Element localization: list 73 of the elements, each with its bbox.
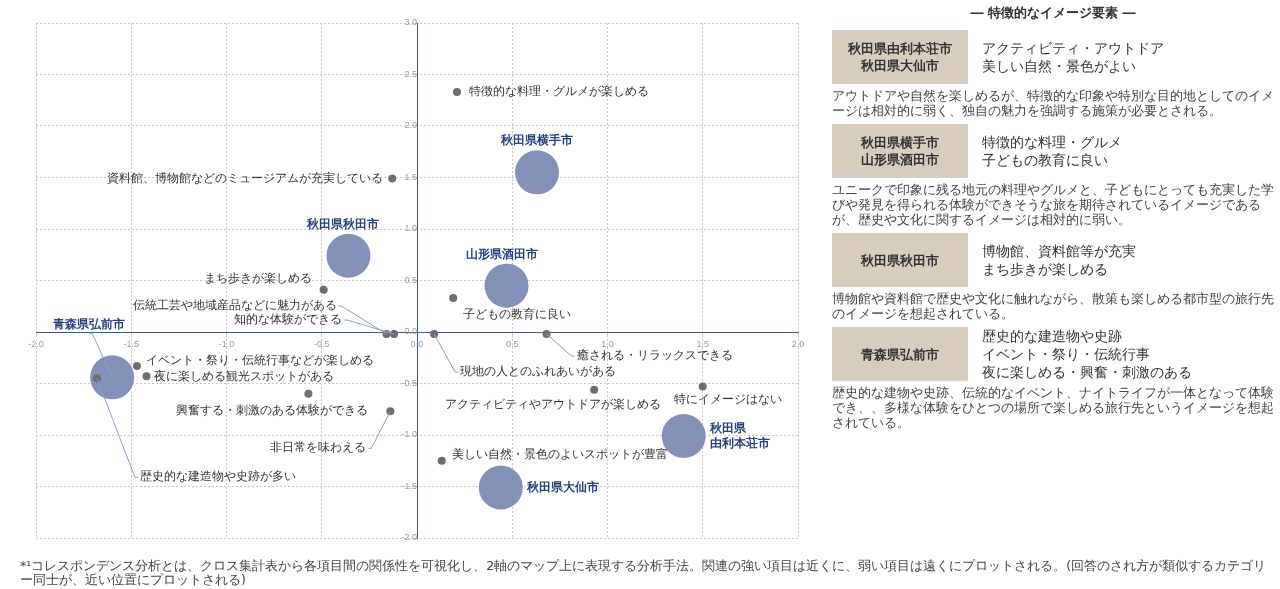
y-tick-label: 1.0: [404, 223, 417, 234]
text: 特徴的な料理・グルメ: [982, 133, 1122, 151]
text: ユニークで印象に残る地元の料理やグルメと、子どもにとっても充実した学びや発見を得られる体験ができそうな旅を期待されているイメージであるが、歴史や文化に関するイメージは相対的に弱い。: [832, 182, 1274, 227]
x-tick-label: -1.0: [218, 338, 235, 349]
text: 山形県酒田市: [860, 151, 940, 168]
text: 博物館、資料館等が充実: [982, 242, 1136, 260]
point: [430, 330, 439, 339]
text: 子どもの教育に良い: [982, 151, 1109, 169]
text: アクティビティ・アウトドア: [982, 39, 1164, 57]
annotation: 歴史的な建造物や史跡が多い: [139, 469, 296, 484]
annotation: 非日常を味わえる: [270, 440, 367, 455]
x-tick-label: -2.0: [28, 338, 44, 349]
text: まち歩きが楽しめる: [982, 260, 1109, 278]
point: [590, 385, 599, 394]
annotation: 秋田県秋田市: [306, 216, 380, 231]
text: 青森県弘前市: [860, 345, 940, 363]
annotation: 秋田県大仙市: [525, 479, 599, 494]
annotation: 秋田県横手市: [500, 133, 574, 148]
annotation: 子どもの教育に良い: [463, 307, 572, 322]
text: 秋田県横手市: [860, 134, 940, 151]
y-tick-label: -2.0: [401, 532, 417, 543]
x-tick-label: -1.5: [123, 338, 140, 349]
y-tick-label: 3.0: [404, 17, 417, 28]
point: [698, 382, 707, 391]
y-tick-label: 1.5: [404, 171, 417, 182]
annotation: 資料館、博物館などのミュージアムが充実している: [107, 170, 384, 185]
text: 秋田県大仙市: [860, 57, 940, 74]
text: 秋田県由利本荘市: [847, 40, 953, 57]
x-tick-label: 2.0: [791, 338, 805, 349]
annotation: アクティビティやアウトドアが楽しめる: [445, 396, 662, 411]
point: [437, 456, 446, 465]
text: ― 特徴的なイメージ要素 ―: [969, 4, 1137, 22]
text: 博物館や資料館で歴史や文化に触れながら、散策も楽しめる都市型の旅行先のイメージを想起されている。: [832, 291, 1274, 321]
point: [449, 294, 458, 303]
point: [132, 361, 141, 370]
point: [453, 88, 462, 97]
annotation: 夜に楽しめる観光スポットがある: [154, 369, 335, 384]
annotation: 青森県弘前市: [52, 317, 126, 332]
point: [92, 374, 101, 383]
point: [319, 285, 328, 294]
annotation: 特にイメージはない: [673, 391, 782, 406]
y-tick-label: -1.0: [401, 429, 417, 440]
annotation: イベント・祭り・伝統行事などが楽しめる: [145, 353, 374, 368]
annotation: 特徴的な料理・グルメが楽しめる: [469, 84, 650, 99]
text: 秋田県秋田市: [860, 251, 940, 269]
annotation: 美しい自然・景色のよいスポットが豊富: [451, 446, 668, 461]
text: 美しい自然・景色がよい: [982, 57, 1137, 75]
x-tick-label: 0.5: [505, 338, 519, 349]
annotation: 知的な体験ができる: [234, 312, 343, 327]
annotation: 秋田県由利本荘市: [708, 420, 770, 450]
text: アウトドアや自然を楽しめるが、特徴的な印象や特別な目的地としてのイメージは相対的に弱く、独自の魅力を強調する施策が必要とされる。: [832, 88, 1274, 118]
x-tick-label: 1.0: [601, 338, 614, 349]
annotation: 山形県酒田市: [465, 246, 538, 261]
annotation: 伝統工芸や地域産品などに魅力がある: [132, 298, 337, 313]
text: イベント・祭り・伝統行事: [982, 345, 1151, 363]
y-tick-label: -0.5: [401, 377, 417, 388]
text: 歴史的な建造物や史跡: [982, 327, 1123, 345]
y-tick-label: -1.5: [401, 480, 417, 491]
text: *¹コレスポンデンス分析とは、クロス集計表から各項目間の関係性を可視化し、2軸のマップ上に表現する分析手法。関連の強い項目は近くに、弱い項目は遠くにプロットされる。(回答のされ方が類似するカテゴリー同士が、近い位置にプロットされる): [20, 558, 1268, 587]
annotation: 現地の人とのふれあいがある: [460, 364, 617, 379]
x-tick-label: 1.5: [696, 338, 710, 349]
annotation: 癒される・リラックスできる: [576, 348, 733, 363]
point: [388, 174, 397, 183]
point: [142, 372, 151, 381]
text: 夜に楽しめる・興奮・刺激のある: [982, 363, 1192, 381]
annotation: 興奮する・刺激のある体験ができる: [176, 402, 369, 417]
y-tick-label: 0.5: [404, 274, 417, 285]
y-tick-label: 2.5: [404, 68, 417, 79]
x-tick-label: -0.5: [313, 338, 330, 349]
annotation: まち歩きが楽しめる: [203, 270, 312, 285]
point: [304, 389, 313, 398]
text: 歴史的な建物や史跡、伝統的なイベント、ナイトライフが一体となって体験でき、、多様な体験をひとつの場所で楽しめる旅行先というイメージを想起されている。: [832, 385, 1274, 430]
y-tick-label: 2.0: [404, 120, 417, 131]
